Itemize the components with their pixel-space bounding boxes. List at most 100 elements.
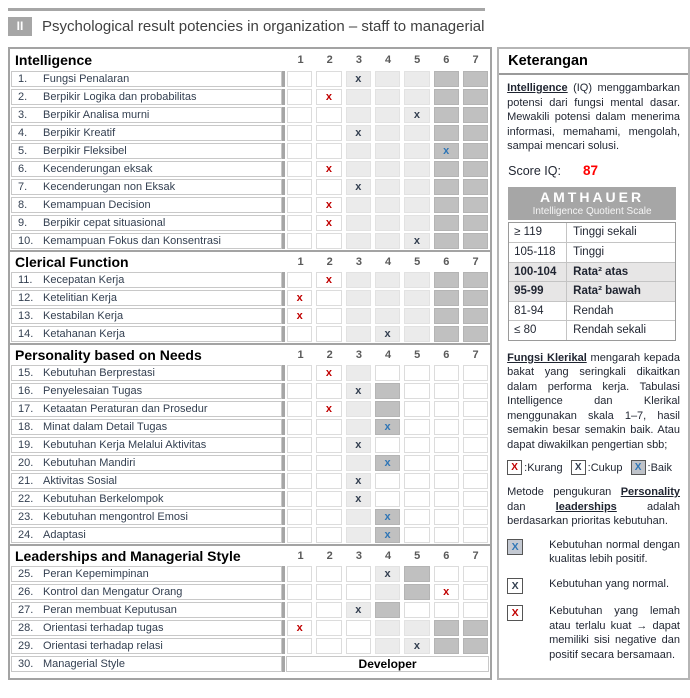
x-mark-cell: x (345, 383, 371, 399)
page-header: II Psychological result potencies in org… (8, 16, 690, 36)
section-header: Clerical Function 1 2 3 4 5 6 7 (10, 250, 491, 271)
row-text: Kemampuan Decision (43, 199, 151, 211)
grid-cell (404, 125, 430, 141)
grid-cell (462, 509, 489, 525)
scale-column-headers: 1 2 3 4 5 6 7 (286, 550, 490, 562)
row-text: Ketelitian Kerja (43, 292, 117, 304)
grid-cell (345, 419, 371, 435)
scale-column-label: 7 (472, 348, 479, 361)
grid-cell (462, 638, 489, 654)
grid-cell (404, 197, 430, 213)
section-number-badge: II (8, 16, 32, 36)
grid-cell (316, 107, 342, 123)
red-x-legend-box: X (507, 604, 524, 621)
grid-cell (287, 602, 313, 618)
x-mark-cell: x (404, 107, 430, 123)
grid-cell (462, 455, 489, 471)
scale-column-label: 7 (472, 53, 479, 66)
text-run: Metode pengukuran (507, 486, 621, 499)
scale-column-label: 2 (326, 53, 333, 66)
x-mark-cell: x (287, 620, 313, 636)
table-row: 18. Minat dalam Detail Tugas x (10, 418, 490, 436)
x-mark-cell: x (316, 89, 342, 105)
x-mark-cell: x (404, 638, 430, 654)
grid-cell (462, 491, 489, 507)
grid-cell (287, 143, 313, 159)
table-row: 1. Fungsi Penalaran x (10, 70, 490, 88)
row-number: 4. (18, 127, 28, 139)
grid-cell (433, 602, 459, 618)
row-text: Fungsi Penalaran (43, 73, 130, 85)
table-row: 10. Kemampuan Fokus dan Konsentrasi x (10, 232, 490, 250)
grid-cell (374, 179, 401, 195)
row-label: 13. Kestabilan Kerja (11, 308, 282, 324)
legend-item: X Kebutuhan yang lemah atau terlalu kuat … (507, 604, 680, 663)
grid-cell (345, 161, 371, 177)
scale-column-label: 5 (414, 255, 421, 268)
grid-cell (287, 566, 313, 582)
row-label: 3. Berpikir Analisa murni (11, 107, 282, 123)
managerial-style-value: Developer (286, 656, 490, 672)
table-row: 14. Ketahanan Kerja x (10, 325, 490, 343)
iq-category: Tinggi sekali (573, 226, 637, 239)
grid-cell (404, 455, 430, 471)
row-text: Orientasi terhadap tugas (43, 622, 164, 634)
grid-cell (462, 107, 489, 123)
grid-cell (462, 602, 489, 618)
grid-cell (374, 233, 401, 249)
grid-cell (433, 527, 459, 543)
grid-cell (404, 89, 430, 105)
table-row: 12. Ketelitian Kerja x (10, 289, 490, 307)
grid-cell (345, 638, 371, 654)
row-label: 18. Minat dalam Detail Tugas (11, 419, 282, 435)
grid-cell (345, 89, 371, 105)
section-title: Clerical Function (15, 253, 129, 270)
assessment-table: Intelligence 1 2 3 4 5 6 7 1. Fungsi Penalaran x 2.… (8, 47, 493, 681)
row-text: Kontrol dan Mengatur Orang (43, 586, 183, 598)
table-row: 15. Kebutuhan Berprestasi x (10, 364, 490, 382)
amthauer-row: 95-99 Rata² bawah (509, 281, 675, 301)
row-label: 12. Ketelitian Kerja (11, 290, 282, 306)
grid-cell (404, 602, 430, 618)
table-row: 20. Kebutuhan Mandiri x (10, 454, 490, 472)
x-mark-cell: x (374, 527, 401, 543)
row-label: 2. Berpikir Logika dan probabilitas (11, 89, 282, 105)
table-row: 21. Aktivitas Sosial x (10, 472, 490, 490)
grid-cell (345, 107, 371, 123)
personality-description: Metode pengukuran Personality dan leader… (507, 485, 680, 529)
legend-text: Kebutuhan yang normal. (549, 577, 670, 590)
iq-category: Rendah sekali (573, 324, 647, 337)
keterangan-title: Keterangan (508, 53, 588, 69)
grid-cell (287, 107, 313, 123)
grid-cell (462, 197, 489, 213)
row-label: 26. Kontrol dan Mengatur Orang (11, 584, 282, 600)
table-row: 8. Kemampuan Decision x (10, 196, 490, 214)
grid-cell (404, 290, 430, 306)
rating-grid: x (282, 602, 490, 618)
row-text: Berpikir Analisa murni (43, 109, 150, 121)
x-mark-cell: x (287, 290, 313, 306)
scale-column-label: 7 (472, 255, 479, 268)
row-label: 20. Kebutuhan Mandiri (11, 455, 282, 471)
rating-grid: x (282, 89, 490, 105)
red-x-legend-box: X (507, 460, 523, 476)
rating-grid: x (282, 527, 490, 543)
grid-cell (287, 215, 313, 231)
table-row: 11. Kecepatan Kerja x (10, 271, 490, 289)
grid-cell (404, 71, 430, 87)
row-text: Orientasi terhadap relasi (43, 640, 163, 652)
scale-column-label: 3 (355, 53, 362, 66)
grid-cell (404, 326, 430, 342)
grid-cell (462, 161, 489, 177)
rating-grid: Developer (282, 656, 490, 672)
grid-cell (345, 509, 371, 525)
grid-cell (287, 89, 313, 105)
grid-cell (374, 89, 401, 105)
amthauer-title: AMTHAUER (540, 188, 645, 205)
grid-cell (462, 365, 489, 381)
grid-cell (374, 215, 401, 231)
table-row: 4. Berpikir Kreatif x (10, 124, 490, 142)
grid-cell (374, 491, 401, 507)
scale-column-label: 3 (355, 348, 362, 361)
row-text: Penyelesaian Tugas (43, 385, 143, 397)
